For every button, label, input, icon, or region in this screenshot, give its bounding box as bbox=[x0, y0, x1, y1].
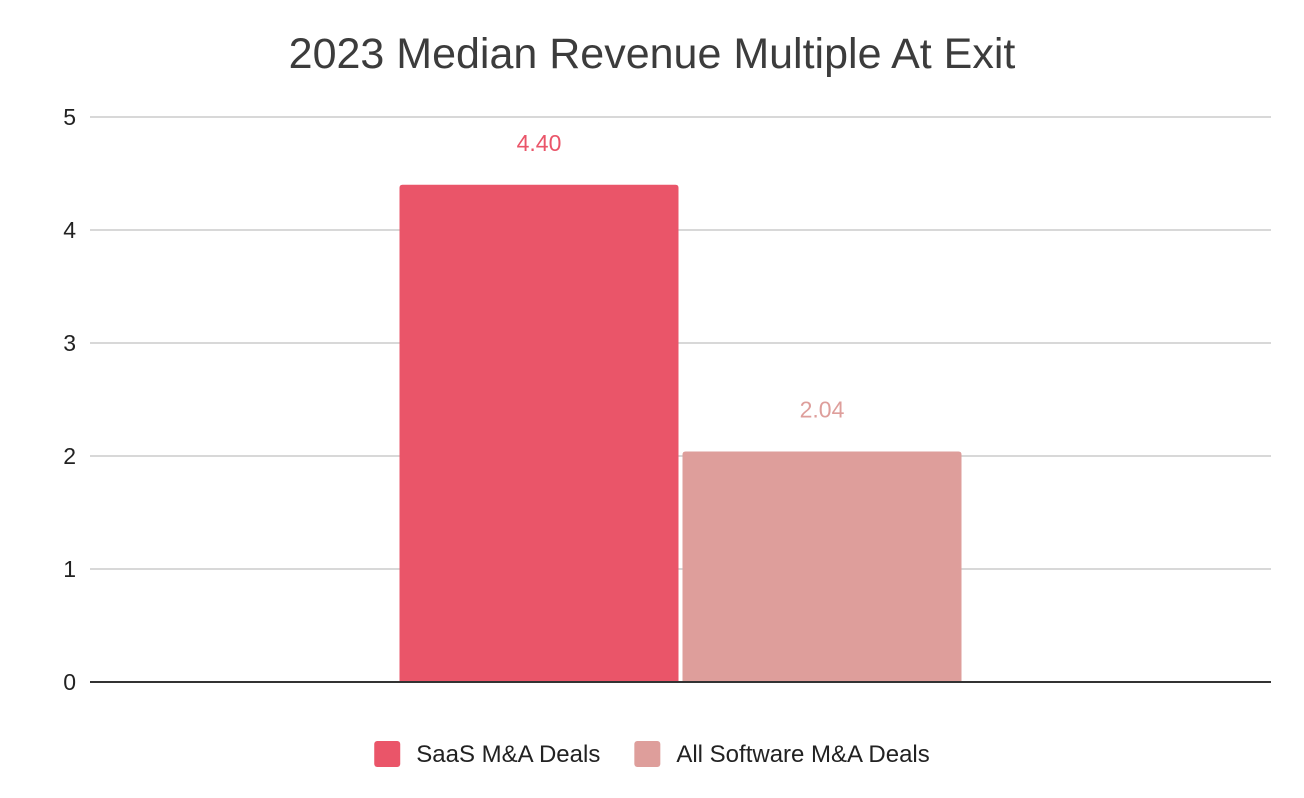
y-tick-label-3: 3 bbox=[63, 330, 76, 356]
chart-title: 2023 Median Revenue Multiple At Exit bbox=[289, 30, 1016, 78]
bar-2 bbox=[682, 451, 962, 682]
legend-label-2: All Software M&A Deals bbox=[676, 741, 929, 768]
y-tick-label-1: 1 bbox=[63, 556, 76, 582]
legend: SaaS M&A Deals All Software M&A Deals bbox=[374, 741, 930, 768]
legend-swatch-2 bbox=[634, 741, 661, 767]
data-label-2: 2.04 bbox=[800, 396, 845, 422]
legend-item-1: SaaS M&A Deals bbox=[374, 741, 600, 768]
legend-swatch-1 bbox=[374, 741, 401, 767]
y-tick-label-5: 5 bbox=[63, 104, 76, 130]
y-tick-label-4: 4 bbox=[63, 217, 76, 243]
bar-1 bbox=[399, 184, 679, 683]
data-label-1: 4.40 bbox=[517, 130, 562, 156]
y-tick-label-2: 2 bbox=[63, 443, 76, 469]
y-axis-ticks: 0 1 2 3 4 5 bbox=[63, 104, 76, 695]
legend-label-1: SaaS M&A Deals bbox=[416, 741, 600, 768]
gridlines bbox=[90, 116, 1271, 570]
bars bbox=[399, 184, 962, 683]
y-tick-label-0: 0 bbox=[63, 669, 76, 695]
legend-item-2: All Software M&A Deals bbox=[634, 741, 930, 768]
data-labels: 4.40 2.04 bbox=[517, 130, 845, 423]
